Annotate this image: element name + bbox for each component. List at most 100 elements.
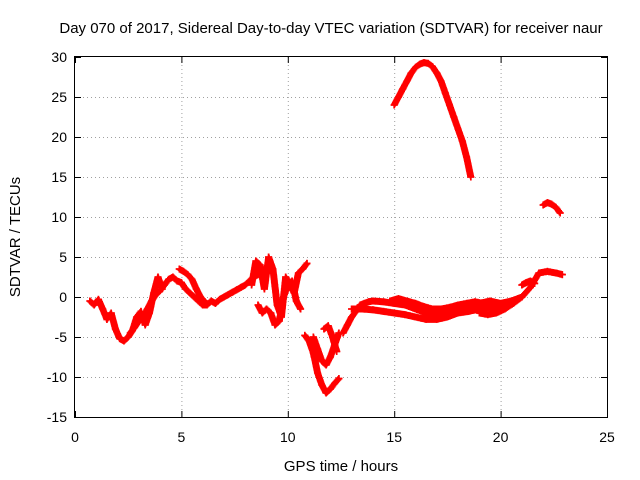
data-point	[339, 329, 347, 337]
data-point	[446, 303, 454, 311]
data-point	[463, 153, 471, 161]
data-point	[126, 329, 134, 337]
data-point	[441, 89, 449, 97]
data-point	[269, 265, 277, 273]
series-markers	[390, 59, 475, 181]
data-point	[169, 273, 177, 281]
data-point	[175, 265, 183, 273]
data-point	[518, 281, 526, 289]
data-point	[454, 301, 462, 309]
data-point	[309, 333, 317, 341]
data-point	[322, 389, 330, 397]
data-point	[120, 337, 128, 345]
data-point	[297, 305, 305, 313]
data-point	[237, 283, 245, 291]
data-point	[433, 69, 441, 77]
data-point	[386, 297, 394, 305]
data-point	[180, 267, 188, 275]
data-point	[558, 271, 566, 279]
series-segment-12	[475, 267, 566, 319]
data-point	[197, 293, 205, 301]
data-point	[135, 317, 143, 325]
data-point	[165, 275, 173, 283]
data-point	[184, 271, 192, 279]
data-point	[107, 309, 115, 317]
data-point	[518, 293, 526, 301]
data-point	[548, 200, 556, 208]
data-point	[216, 295, 224, 303]
data-point	[333, 347, 341, 355]
data-point	[401, 311, 409, 319]
data-point	[343, 321, 351, 329]
data-point	[348, 313, 356, 321]
data-point	[318, 357, 326, 365]
data-point	[301, 331, 309, 339]
y-tick-labels: -15 -10 -5 0 5 10 15 20 25 30	[47, 49, 67, 425]
data-point	[429, 63, 437, 71]
data-point	[450, 113, 458, 121]
data-point	[380, 298, 388, 306]
data-point	[543, 267, 551, 275]
data-point	[411, 299, 419, 307]
data-point	[535, 269, 543, 277]
data-point	[429, 305, 437, 313]
data-point	[331, 379, 339, 387]
data-point	[314, 345, 322, 353]
data-point	[248, 281, 256, 289]
data-point	[299, 265, 307, 273]
series-segment-14	[390, 59, 475, 181]
y-tick-label: 0	[59, 289, 67, 305]
data-point	[271, 321, 279, 329]
data-point	[94, 295, 102, 303]
data-point	[531, 279, 539, 287]
data-point	[303, 259, 311, 267]
data-point	[116, 335, 124, 343]
data-point	[326, 385, 334, 393]
series-segment-8	[320, 322, 341, 355]
data-point	[403, 77, 411, 85]
y-axis-label: SDTVAR / TECUs	[7, 177, 24, 297]
data-point	[320, 325, 328, 333]
data-point	[552, 203, 560, 211]
data-point	[192, 285, 200, 293]
data-point	[324, 322, 332, 330]
data-point	[407, 69, 415, 77]
data-point	[335, 375, 343, 383]
data-point	[454, 309, 462, 317]
series-segment-1	[86, 273, 166, 345]
data-point	[99, 305, 107, 313]
data-point	[160, 281, 168, 289]
data-point	[252, 257, 260, 265]
data-point	[131, 323, 139, 331]
y-tick-label: -10	[47, 369, 67, 385]
data-point	[480, 299, 488, 307]
data-point	[526, 283, 534, 291]
x-tick-label: 25	[599, 429, 615, 445]
data-point	[380, 307, 388, 315]
x-tick-labels: 0 5 10 15 20 25	[71, 429, 615, 445]
data-point	[292, 297, 300, 305]
data-point	[263, 305, 271, 313]
data-point	[411, 313, 419, 321]
data-point	[465, 307, 473, 315]
data-point	[443, 313, 451, 321]
data-point	[241, 281, 249, 289]
data-point	[488, 301, 496, 309]
data-point	[201, 298, 209, 306]
data-point	[552, 269, 560, 277]
data-point	[403, 297, 411, 305]
data-point	[399, 85, 407, 93]
series-segment-11	[386, 295, 505, 313]
plot-frame	[74, 56, 608, 418]
y-tick-label: 25	[51, 89, 67, 105]
data-point	[458, 137, 466, 145]
y-tick-label: 15	[51, 169, 67, 185]
data-point	[416, 60, 424, 68]
data-point	[233, 286, 241, 294]
data-point	[275, 317, 283, 325]
series-segment-13	[518, 277, 539, 289]
grid-lines	[75, 57, 607, 417]
data-point	[256, 261, 264, 269]
data-point	[258, 309, 266, 317]
